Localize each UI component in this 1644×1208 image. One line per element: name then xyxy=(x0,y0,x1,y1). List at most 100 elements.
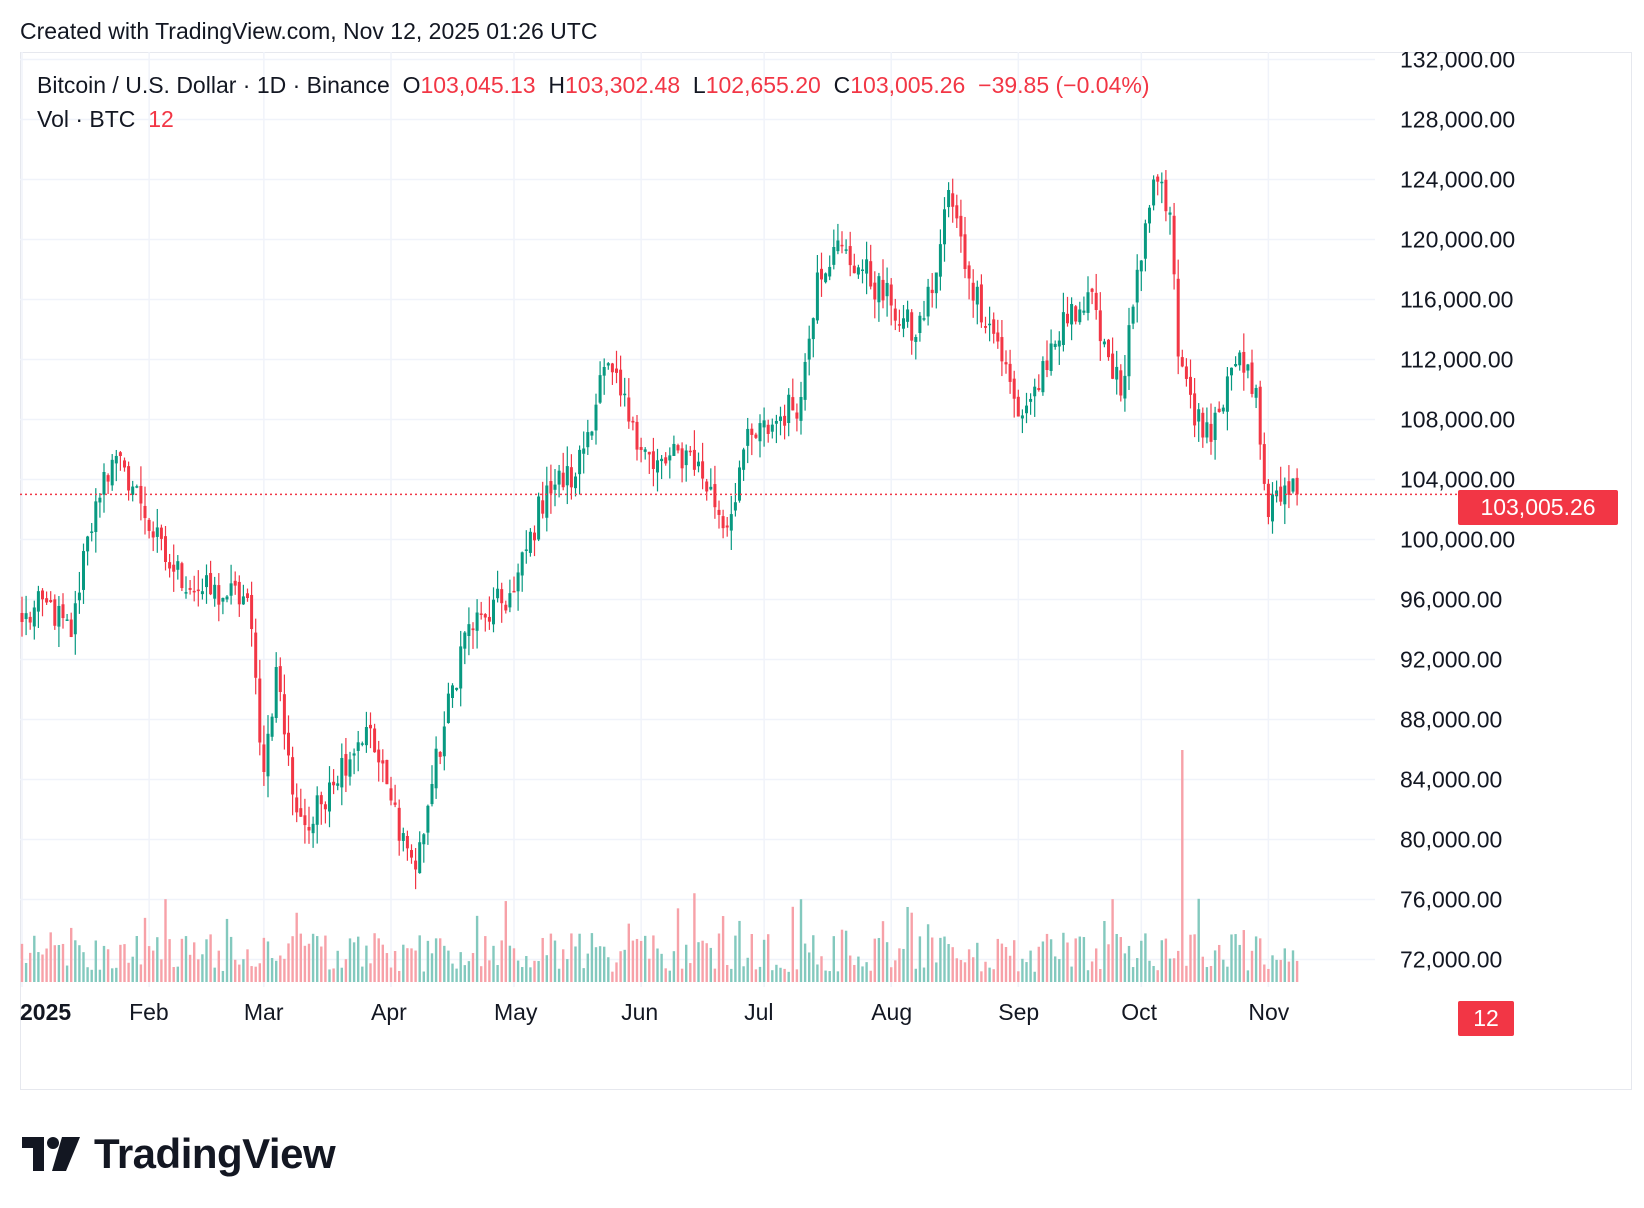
candle-body xyxy=(1271,494,1274,522)
volume-bar xyxy=(553,940,557,982)
candle-body xyxy=(487,616,491,622)
volume-bar xyxy=(1074,938,1077,982)
candle-body xyxy=(389,788,393,801)
candle-body xyxy=(332,781,336,786)
candle-body xyxy=(910,312,914,341)
volume-bar xyxy=(959,960,963,982)
candle-body xyxy=(442,726,446,757)
volume-bar xyxy=(336,950,339,982)
volume-bar xyxy=(521,967,524,982)
candle-body xyxy=(1029,398,1033,402)
candle-body xyxy=(188,587,192,590)
candle-body xyxy=(1049,343,1053,371)
candle-body xyxy=(758,423,762,442)
candle-body xyxy=(241,596,245,605)
volume-bar xyxy=(1230,934,1233,982)
candle-body xyxy=(1201,412,1205,438)
volume-bar xyxy=(402,944,405,982)
candle-body xyxy=(627,397,631,422)
volume-bar xyxy=(754,969,758,982)
volume-bar xyxy=(881,921,885,982)
y-tick-label: 100,000.00 xyxy=(1400,527,1515,553)
volume-bar xyxy=(1271,955,1274,982)
candle-body xyxy=(77,592,81,601)
volume-bar xyxy=(33,935,36,982)
candle-body xyxy=(1033,386,1037,397)
volume-bar xyxy=(324,935,327,982)
tradingview-brand[interactable]: TradingView xyxy=(22,1130,336,1178)
candle-body xyxy=(574,476,577,489)
candle-body xyxy=(1180,357,1184,367)
y-tick-label: 108,000.00 xyxy=(1400,407,1515,433)
volume-bar xyxy=(201,954,204,982)
candle-body xyxy=(1053,343,1057,347)
volume-bar xyxy=(914,968,917,982)
candle-body xyxy=(106,475,110,482)
volume-bar xyxy=(1099,968,1102,982)
candle-body xyxy=(459,646,463,689)
candle-body xyxy=(295,797,299,813)
candle-body xyxy=(930,289,934,294)
candle-body xyxy=(639,447,643,450)
volume-bar xyxy=(967,949,971,982)
candle-body xyxy=(549,481,553,494)
volume-bar xyxy=(1086,970,1090,982)
candle-body xyxy=(524,549,528,551)
candle-body xyxy=(606,363,610,366)
volume-bar xyxy=(1152,965,1155,982)
volume-bar xyxy=(537,961,540,982)
candle-body xyxy=(856,267,860,275)
candle-body xyxy=(783,415,787,426)
volume-bar xyxy=(258,963,261,982)
candle-body xyxy=(151,531,155,538)
candle-body xyxy=(1250,362,1254,394)
volume-bar xyxy=(861,966,864,982)
candle-body xyxy=(1107,339,1110,358)
volume-bar xyxy=(890,967,893,982)
volume-bar xyxy=(234,959,237,982)
volume-bar xyxy=(455,968,458,982)
price-chart[interactable]: 72,000.00 76,000.00 80,000.00 84,000.00 88,0… xyxy=(20,52,1632,1052)
candle-body xyxy=(192,590,196,593)
volume-bar xyxy=(705,943,708,982)
volume-bar xyxy=(1218,944,1221,982)
volume-bar xyxy=(439,938,442,982)
candle-body xyxy=(697,461,700,467)
volume-bar xyxy=(1029,950,1032,982)
volume-label: Vol · BTC xyxy=(37,106,136,132)
volume-bar xyxy=(451,963,454,982)
candle-body xyxy=(992,319,996,334)
candle-body xyxy=(463,632,467,649)
volume-bar xyxy=(931,937,934,982)
candle-body xyxy=(1275,490,1279,497)
candle-body xyxy=(824,273,828,283)
candle-body xyxy=(729,514,733,531)
candle-body xyxy=(1119,370,1123,396)
candle-body xyxy=(897,324,901,326)
candle-body xyxy=(205,575,208,588)
candle-body xyxy=(114,455,118,464)
volume-bar xyxy=(1181,750,1184,982)
close-label: C xyxy=(833,72,851,98)
candle-body xyxy=(807,338,811,360)
candle-body xyxy=(86,536,90,552)
volume-bar xyxy=(488,960,491,982)
volume-bar xyxy=(410,948,413,982)
candle-body xyxy=(561,472,565,488)
volume-bar xyxy=(291,936,294,982)
volume-bar xyxy=(164,899,167,982)
candle-body xyxy=(828,266,832,277)
volume-bar xyxy=(1267,968,1270,982)
candle-body xyxy=(323,804,327,810)
candle-body xyxy=(229,583,233,596)
volume-bar xyxy=(549,933,553,982)
candle-body xyxy=(668,455,672,461)
volume-bar xyxy=(926,924,930,982)
volume-bar xyxy=(254,966,257,982)
candle-body xyxy=(24,613,28,620)
volume-bar xyxy=(1004,947,1008,982)
candle-body xyxy=(118,452,122,457)
volume-legend: Vol · BTC 12 xyxy=(37,106,174,133)
x-tick-label: May xyxy=(494,999,538,1025)
candle-body xyxy=(45,598,49,603)
